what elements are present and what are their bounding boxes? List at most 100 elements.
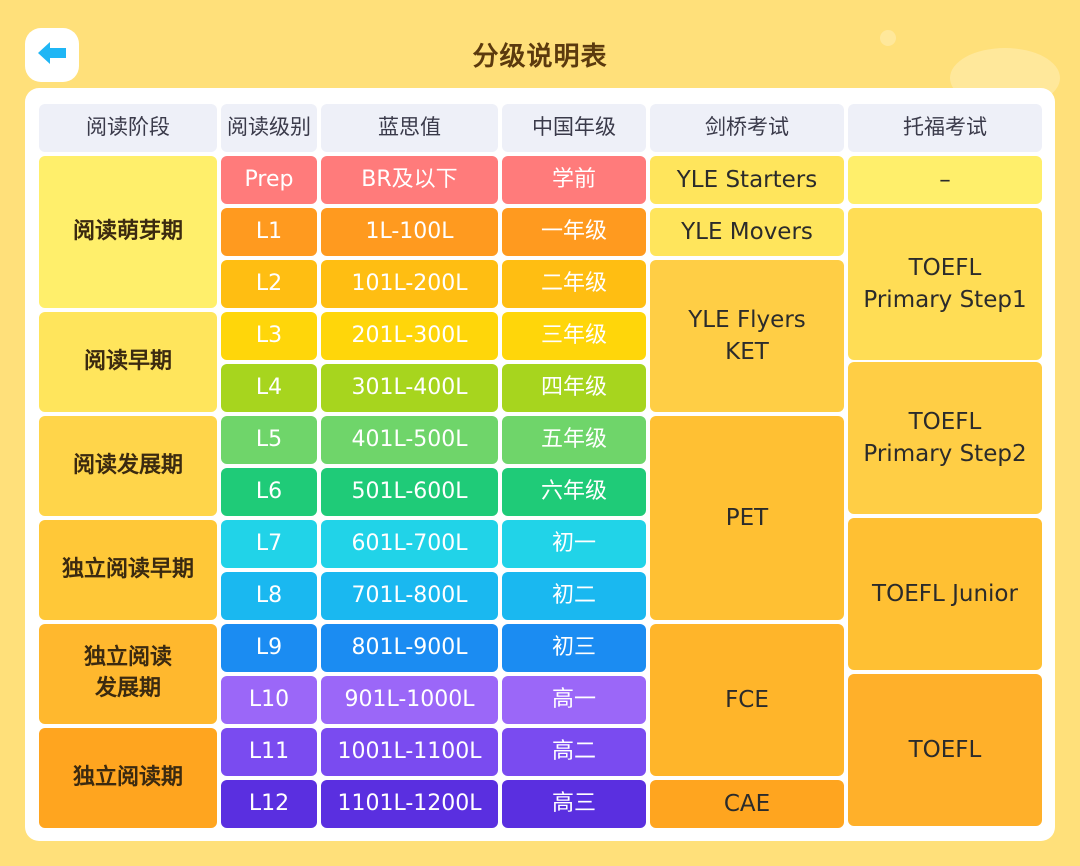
cambridge-exam-cell-text: YLE Movers (681, 218, 813, 245)
level-cell-text: Prep (244, 166, 294, 192)
lexile-cell: 201L-300L (321, 312, 498, 360)
column-header: 中国年级 (502, 104, 646, 152)
level-cell-text: L6 (255, 478, 283, 504)
level-cell-text: L7 (255, 530, 283, 556)
cambridge-exam-cell: YLE Flyers KET (650, 260, 844, 412)
stage-cell-text: 阅读发展期 (72, 452, 183, 478)
grade-cell: 五年级 (502, 416, 646, 464)
stage-cell: 阅读发展期 (39, 416, 217, 516)
lexile-cell: 301L-400L (321, 364, 498, 412)
cambridge-exam-cell: YLE Movers (650, 208, 844, 256)
stage-cell-text: 独立阅读 发展期 (83, 645, 172, 701)
toefl-exam-cell-text: TOEFL Primary Step1 (863, 254, 1027, 313)
grade-cell: 初二 (502, 572, 646, 620)
cambridge-exam-cell-text: FCE (725, 686, 769, 713)
column-header: 剑桥考试 (650, 104, 844, 152)
stage-cell: 独立阅读 发展期 (39, 624, 217, 724)
grade-cell-text: 学前 (551, 166, 596, 192)
lexile-cell-text: BR及以下 (361, 166, 458, 192)
level-cell: L8 (221, 572, 317, 620)
level-cell: L9 (221, 624, 317, 672)
lexile-cell-text: 201L-300L (351, 322, 468, 348)
lexile-cell: 1101L-1200L (321, 780, 498, 828)
column-header: 阅读级别 (221, 104, 317, 152)
stage-cell: 独立阅读早期 (39, 520, 217, 620)
lexile-cell: 1001L-1100L (321, 728, 498, 776)
toefl-exam-cell-text: TOEFL Junior (872, 580, 1018, 607)
lexile-cell-text: 1101L-1200L (337, 790, 482, 816)
lexile-cell-text: 801L-900L (351, 634, 468, 660)
level-cell: L4 (221, 364, 317, 412)
grade-cell: 学前 (502, 156, 646, 204)
level-cell: L7 (221, 520, 317, 568)
level-cell: L10 (221, 676, 317, 724)
grade-cell: 三年级 (502, 312, 646, 360)
grade-cell: 高一 (502, 676, 646, 724)
grade-cell: 二年级 (502, 260, 646, 308)
level-cell: L1 (221, 208, 317, 256)
lexile-cell-text: 501L-600L (351, 478, 468, 504)
column-header-text: 中国年级 (532, 115, 616, 140)
toefl-exam-cell: TOEFL Primary Step1 (848, 208, 1042, 360)
stage-cell: 阅读早期 (39, 312, 217, 412)
stage-cell-text: 独立阅读早期 (61, 556, 194, 582)
column-header-text: 阅读阶段 (86, 115, 170, 140)
level-cell-text: L12 (248, 790, 290, 816)
lexile-cell-text: 1L-100L (365, 218, 454, 244)
level-cell-text: L5 (255, 426, 283, 452)
cambridge-exam-cell: FCE (650, 624, 844, 776)
grade-cell-text: 一年级 (540, 218, 607, 244)
page-title: 分级说明表 (472, 42, 608, 72)
grade-cell-text: 初一 (551, 530, 596, 556)
grade-cell-text: 初三 (551, 634, 596, 660)
lexile-cell: 801L-900L (321, 624, 498, 672)
level-cell-text: L8 (255, 582, 283, 608)
level-cell: L12 (221, 780, 317, 828)
toefl-exam-cell-text: TOEFL (908, 736, 982, 763)
level-cell: Prep (221, 156, 317, 204)
column-header: 阅读阶段 (39, 104, 217, 152)
cambridge-exam-cell: YLE Starters (650, 156, 844, 204)
grade-cell-text: 五年级 (540, 426, 607, 452)
grade-cell: 初一 (502, 520, 646, 568)
grade-cell-text: 四年级 (540, 374, 607, 400)
lexile-cell-text: 101L-200L (351, 270, 468, 296)
cambridge-exam-cell: PET (650, 416, 844, 620)
lexile-cell: 401L-500L (321, 416, 498, 464)
level-cell-text: L2 (255, 270, 283, 296)
column-header-text: 托福考试 (903, 115, 987, 140)
bg-bubble (880, 30, 896, 46)
grade-cell: 高三 (502, 780, 646, 828)
stage-cell-text: 阅读早期 (83, 348, 172, 374)
cambridge-exam-cell-text: PET (725, 504, 769, 531)
grade-cell: 初三 (502, 624, 646, 672)
grade-cell: 六年级 (502, 468, 646, 516)
stage-cell-text: 独立阅读期 (72, 764, 183, 790)
back-button[interactable] (25, 28, 79, 82)
cambridge-exam-cell-text: YLE Flyers KET (688, 306, 806, 365)
lexile-cell: 101L-200L (321, 260, 498, 308)
grading-table: 阅读阶段 阅读级别 蓝思值 中国年级 剑桥考试 托福考试阅读萌芽期阅读早期阅读发展期独立阅… (25, 88, 1055, 841)
grade-cell: 一年级 (502, 208, 646, 256)
level-cell: L6 (221, 468, 317, 516)
lexile-cell: BR及以下 (321, 156, 498, 204)
level-cell: L3 (221, 312, 317, 360)
lexile-cell-text: 401L-500L (351, 426, 468, 452)
lexile-cell-text: 601L-700L (351, 530, 468, 556)
level-cell-text: L10 (248, 686, 290, 712)
column-header-text: 剑桥考试 (705, 115, 789, 140)
stage-cell: 阅读萌芽期 (39, 156, 217, 308)
column-header-text: 阅读级别 (227, 115, 311, 140)
level-cell: L2 (221, 260, 317, 308)
lexile-cell: 1L-100L (321, 208, 498, 256)
lexile-cell-text: 301L-400L (351, 374, 468, 400)
grade-cell-text: 六年级 (540, 478, 607, 504)
stage-cell: 独立阅读期 (39, 728, 217, 828)
grade-cell-text: 高三 (551, 790, 596, 816)
lexile-cell-text: 901L-1000L (344, 686, 475, 712)
lexile-cell: 601L-700L (321, 520, 498, 568)
column-header-text: 蓝思值 (378, 115, 441, 140)
grade-cell: 四年级 (502, 364, 646, 412)
lexile-cell: 901L-1000L (321, 676, 498, 724)
toefl-exam-cell-text: – (939, 166, 951, 193)
